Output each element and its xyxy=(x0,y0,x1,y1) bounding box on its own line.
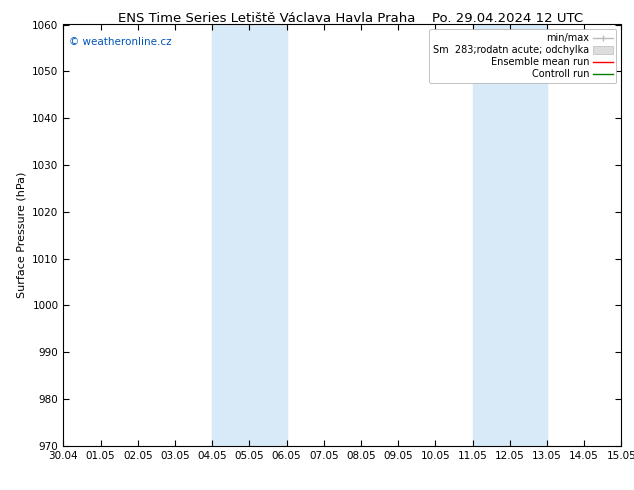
Text: © weatheronline.cz: © weatheronline.cz xyxy=(69,37,172,47)
Y-axis label: Surface Pressure (hPa): Surface Pressure (hPa) xyxy=(16,172,27,298)
Text: Po. 29.04.2024 12 UTC: Po. 29.04.2024 12 UTC xyxy=(432,12,583,25)
Legend: min/max, Sm  283;rodatn acute; odchylka, Ensemble mean run, Controll run: min/max, Sm 283;rodatn acute; odchylka, … xyxy=(429,29,616,83)
Bar xyxy=(472,24,547,446)
Bar xyxy=(212,24,287,446)
Text: ENS Time Series Letiště Václava Havla Praha: ENS Time Series Letiště Václava Havla Pr… xyxy=(117,12,415,25)
